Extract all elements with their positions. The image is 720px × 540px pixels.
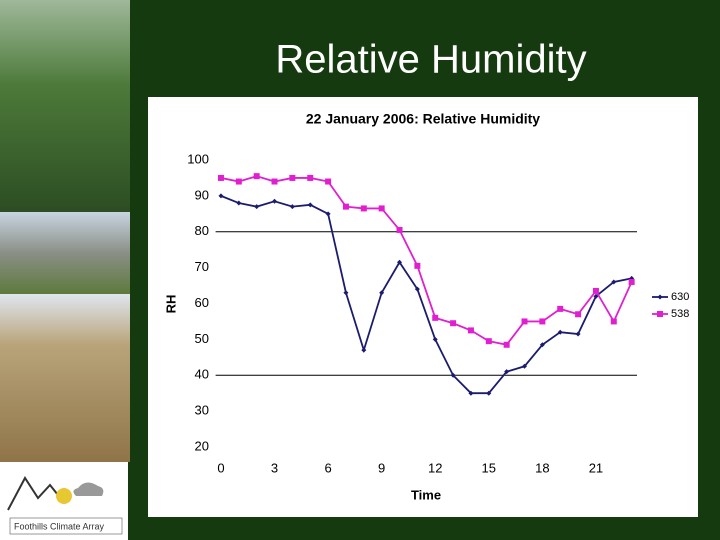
legend-label: 630 (671, 291, 689, 303)
marker (235, 178, 242, 185)
marker (414, 286, 420, 292)
marker (432, 336, 438, 342)
marker (325, 211, 331, 217)
marker (307, 174, 314, 181)
marker (450, 372, 456, 378)
marker (360, 205, 367, 212)
y-tick-label: 90 (195, 187, 209, 202)
marker (307, 202, 313, 208)
marker (217, 174, 224, 181)
slide-title: Relative Humidity (275, 38, 586, 82)
marker (289, 174, 296, 181)
photo-forest (0, 0, 130, 212)
marker (379, 290, 385, 296)
x-axis-label: Time (411, 487, 441, 502)
marker (610, 318, 617, 325)
marker (628, 278, 635, 285)
x-tick-label: 21 (589, 460, 603, 475)
marker (450, 320, 457, 327)
legend-marker (657, 294, 663, 300)
x-tick-label: 12 (428, 460, 442, 475)
marker (611, 279, 617, 285)
marker (486, 390, 492, 396)
marker (575, 311, 582, 318)
x-tick-label: 3 (271, 460, 278, 475)
photo-grassland (0, 294, 130, 462)
marker (397, 259, 403, 265)
marker (378, 205, 385, 212)
marker (218, 193, 224, 199)
marker (342, 203, 349, 210)
marker (557, 305, 564, 312)
marker (236, 200, 242, 206)
y-tick-label: 30 (195, 403, 209, 418)
marker (503, 341, 510, 348)
marker (539, 318, 546, 325)
x-tick-label: 15 (482, 460, 496, 475)
legend-label: 538 (671, 308, 689, 320)
marker (253, 173, 260, 180)
marker (272, 198, 278, 204)
logo-mountain (7, 476, 63, 511)
marker (592, 287, 599, 294)
marker (414, 262, 421, 269)
marker (593, 293, 599, 299)
series-line (220, 195, 632, 395)
y-tick-label: 100 (187, 151, 209, 166)
y-tick-label: 60 (195, 295, 209, 310)
x-tick-label: 0 (217, 460, 224, 475)
marker (325, 178, 332, 185)
marker (468, 390, 474, 396)
marker (521, 318, 528, 325)
marker (485, 338, 492, 345)
marker (396, 226, 403, 233)
logo-label-box (9, 517, 123, 535)
marker (254, 204, 260, 210)
marker (557, 329, 563, 335)
marker (575, 331, 581, 337)
y-tick-label: 80 (195, 223, 209, 238)
legend-marker (657, 311, 663, 317)
x-tick-label: 9 (378, 460, 385, 475)
y-tick-label: 70 (195, 259, 209, 274)
marker (539, 342, 545, 348)
y-axis-label: RH (163, 295, 178, 314)
marker (361, 347, 367, 353)
chart-title: 22 January 2006: Relative Humidity (306, 111, 540, 127)
y-tick-label: 40 (195, 367, 209, 382)
y-tick-label: 20 (195, 438, 209, 453)
y-tick-label: 50 (195, 331, 209, 346)
marker (432, 314, 439, 321)
marker (504, 369, 510, 375)
marker (467, 327, 474, 334)
logo-sun (56, 488, 72, 504)
marker (522, 363, 528, 369)
x-tick-label: 18 (535, 460, 549, 475)
logo-cloud (73, 482, 104, 496)
marker (289, 204, 295, 210)
marker (343, 290, 349, 296)
logo-text: Foothills Climate Array (14, 521, 105, 531)
photo-mountains (0, 212, 130, 294)
x-tick-label: 6 (324, 460, 331, 475)
marker (271, 178, 278, 185)
